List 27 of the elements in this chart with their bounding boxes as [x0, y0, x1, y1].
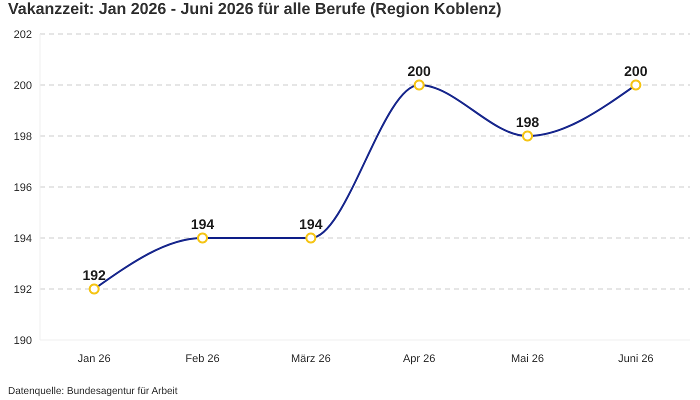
point [197, 232, 208, 244]
data-label: 192 [82, 267, 106, 283]
x-tick-label: März 26 [290, 352, 331, 365]
point [414, 80, 425, 90]
point [305, 232, 316, 244]
point [522, 130, 533, 142]
x-tick-label: Jan 26 [78, 352, 111, 365]
y-tick-label: 198 [14, 130, 32, 143]
x-tick-label: Apr 26 [402, 352, 436, 365]
data-label: 200 [624, 63, 648, 79]
data-label: 200 [407, 63, 432, 79]
y-tick-label: 192 [14, 284, 32, 296]
data-label: 198 [516, 114, 540, 130]
y-tick-label: 202 [14, 28, 32, 41]
x-tick-label: Feb 26 [185, 352, 220, 365]
point [88, 284, 100, 294]
y-tick-label: 194 [14, 232, 32, 245]
data-label: 194 [190, 216, 214, 232]
data-label: 194 [299, 216, 323, 232]
text: Datenquelle: Bundesagentur für Arbeit [8, 386, 178, 397]
point [630, 80, 642, 90]
y-tick-label: 190 [14, 334, 32, 347]
chart-title: Vakanzzeit: Jan 2026 - Juni 2026 für alle Berufe (Region Koblenz) [8, 1, 502, 19]
x-tick-label: Mai 26 [510, 352, 544, 365]
x-tick-label: Juni 26 [618, 352, 654, 365]
y-tick-label: 196 [14, 182, 32, 194]
y-tick-label: 200 [14, 80, 32, 92]
